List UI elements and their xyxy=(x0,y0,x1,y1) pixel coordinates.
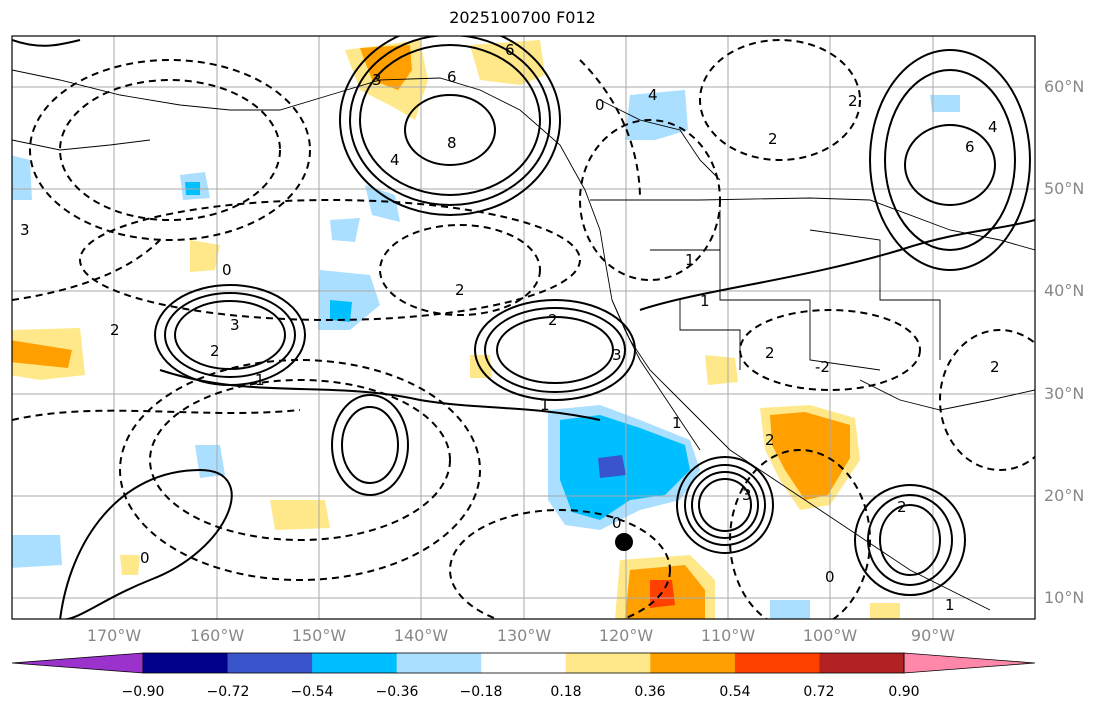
contour-label: 6 xyxy=(505,41,515,59)
contour-label: 2 xyxy=(110,321,120,339)
contour-label: 1 xyxy=(700,292,710,310)
contour-label: 2 xyxy=(548,311,558,329)
contour-label: 4 xyxy=(390,151,400,169)
contour-label: 2 xyxy=(990,358,1000,376)
lat-label: 40°N xyxy=(1044,281,1085,300)
contour-label: 2 xyxy=(765,344,775,362)
colorbar-segment xyxy=(481,653,567,673)
colorbar-segment xyxy=(650,653,736,673)
contour-label: 0 xyxy=(595,96,605,114)
contour-label: 4 xyxy=(988,118,998,136)
colorbar-max-extend xyxy=(903,652,1036,674)
contour-label: 0 xyxy=(612,514,622,532)
contour-label: 8 xyxy=(447,134,457,152)
contour-label: 2 xyxy=(848,92,858,110)
colorbar-tick-label: −0.18 xyxy=(459,684,503,700)
contour-label: 2 xyxy=(455,281,465,299)
lat-label: 30°N xyxy=(1044,384,1085,403)
contour-label: 6 xyxy=(965,138,975,156)
colorbar-tick-label: −0.36 xyxy=(375,684,419,700)
colorbar-segment xyxy=(227,653,313,673)
map-frame xyxy=(11,35,1036,620)
lon-label: 140°W xyxy=(393,626,449,645)
colorbar-segment xyxy=(565,653,651,673)
contour-label: 2 xyxy=(768,130,778,148)
station-marker xyxy=(615,533,633,551)
lat-label: 20°N xyxy=(1044,486,1085,505)
contour-label: 0 xyxy=(222,261,232,279)
contour-label: 2 xyxy=(210,342,220,360)
contour-label: 1 xyxy=(685,251,695,269)
colorbar xyxy=(11,652,1036,674)
contour-label: 3 xyxy=(230,316,240,334)
contours-dashed xyxy=(12,39,1035,619)
colorbar-min-extend xyxy=(11,652,144,674)
contours-solid xyxy=(12,36,1035,619)
colorbar-frame xyxy=(142,652,905,674)
contour-label: 1 xyxy=(672,414,682,432)
colorbar-segment xyxy=(734,653,820,673)
contour-label: 3 xyxy=(612,346,622,364)
lon-label: 160°W xyxy=(189,626,245,645)
colorbar-segment xyxy=(312,653,398,673)
contour-label: 2 xyxy=(765,431,775,449)
lon-label: 110°W xyxy=(700,626,756,645)
colorbar-tick-label: 0.18 xyxy=(550,684,582,700)
colorbar-segment xyxy=(819,653,905,673)
lon-label: 120°W xyxy=(598,626,654,645)
contour-label: 2 xyxy=(897,498,907,516)
colorbar-tick-label: 0.54 xyxy=(719,684,751,700)
colorbar-tick-label: 0.72 xyxy=(803,684,835,700)
colorbar-tick-label: −0.72 xyxy=(206,684,250,700)
contour-label: 3 xyxy=(742,486,752,504)
colorbar-tick-label: 0.90 xyxy=(888,684,920,700)
map-title: 2025100700 F012 xyxy=(449,8,596,27)
contour-label: 1 xyxy=(255,371,265,389)
gridlines xyxy=(12,36,1035,619)
colorbar-segment xyxy=(143,653,229,673)
lon-label: 170°W xyxy=(86,626,142,645)
colorbar-segment xyxy=(396,653,482,673)
contour-label: 0 xyxy=(140,549,150,567)
colorbar-tick-label: −0.54 xyxy=(290,684,334,700)
contour-label: 4 xyxy=(648,86,658,104)
contour-label: -2 xyxy=(815,358,830,376)
contour-label: 3 xyxy=(372,71,382,89)
contour-label: 1 xyxy=(945,596,955,614)
colorbar-tick-label: −0.90 xyxy=(121,684,165,700)
lon-label: 150°W xyxy=(291,626,347,645)
contour-label: 1 xyxy=(540,396,550,414)
colorbar-tick-label: 0.36 xyxy=(634,684,666,700)
lon-label: 90°W xyxy=(910,626,956,645)
lon-label: 130°W xyxy=(496,626,552,645)
lat-label: 10°N xyxy=(1044,588,1085,607)
lat-label: 50°N xyxy=(1044,179,1085,198)
contour-label: 3 xyxy=(20,221,30,239)
contour-label: 0 xyxy=(825,568,835,586)
lon-label: 100°W xyxy=(802,626,858,645)
contour-labels: 6 3 6 8 4 6 4 3 2 3 2 1 1 2 1 3 2 4 3 2 … xyxy=(20,41,1000,614)
contour-label: 6 xyxy=(447,68,457,86)
lat-label: 60°N xyxy=(1044,77,1085,96)
